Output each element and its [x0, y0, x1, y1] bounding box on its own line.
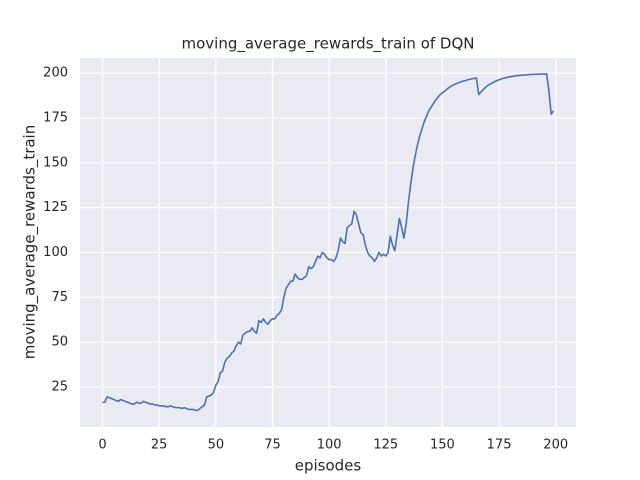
y-axis-label: moving_average_rewards_train — [21, 125, 40, 359]
x-tick-label: 175 — [487, 438, 512, 453]
y-tick-label: 25 — [51, 379, 68, 394]
x-tick-label: 125 — [373, 438, 398, 453]
x-tick-label: 0 — [98, 438, 106, 453]
x-tick-label: 50 — [208, 438, 225, 453]
x-tick-label: 100 — [317, 438, 342, 453]
x-tick-label: 25 — [151, 438, 168, 453]
y-tick-label: 125 — [43, 200, 68, 215]
y-tick-label: 200 — [43, 66, 68, 81]
y-tick-label: 150 — [43, 155, 68, 170]
x-tick-label: 200 — [543, 438, 568, 453]
y-tick-label: 50 — [51, 335, 68, 350]
x-axis-label: episodes — [295, 457, 362, 475]
y-tick-label: 100 — [43, 245, 68, 260]
grid — [80, 58, 576, 427]
plot-area — [80, 58, 576, 427]
x-tick-label: 150 — [430, 438, 455, 453]
y-tick-label: 75 — [51, 290, 68, 305]
data-line — [102, 73, 555, 412]
chart-title: moving_average_rewards_train of DQN — [181, 35, 474, 54]
x-tick-label: 75 — [264, 438, 281, 453]
y-tick-label: 175 — [43, 110, 68, 125]
